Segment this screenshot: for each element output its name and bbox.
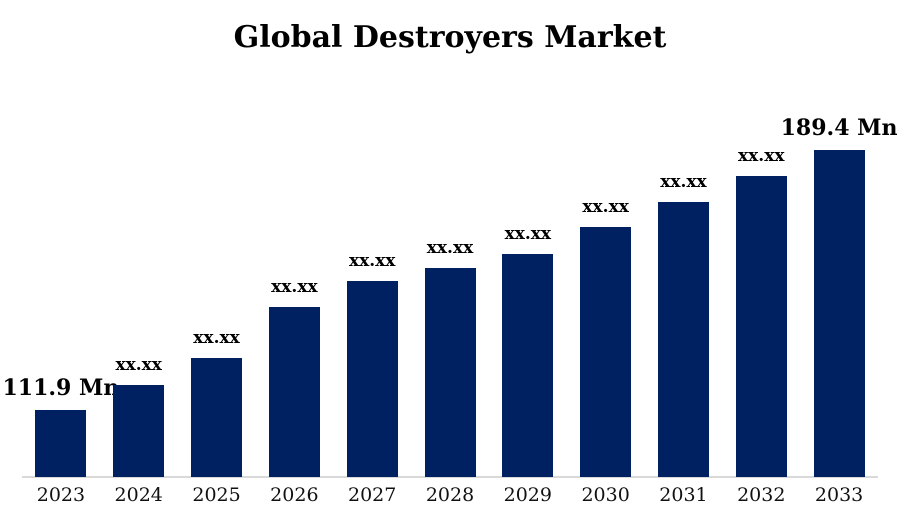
bar-value-label-2032: xx.xx xyxy=(738,146,785,167)
bar-value-label-2023: 111.9 Mn xyxy=(2,374,120,401)
bar-value-label-2024: xx.xx xyxy=(115,354,162,375)
x-axis-label-2027: 2027 xyxy=(347,484,397,506)
x-axis-label-2031: 2031 xyxy=(659,484,708,506)
x-axis-label-2024: 2024 xyxy=(114,484,163,506)
bar-2023 xyxy=(35,409,87,477)
bar-2031 xyxy=(657,202,709,477)
bar-2029 xyxy=(502,253,554,477)
x-axis-label-2028: 2028 xyxy=(425,484,475,506)
x-axis: 2023 2024 2025 2026 2027 2028 2029 2030 2031 2032… xyxy=(22,486,878,516)
x-axis-label-2023: 2023 xyxy=(36,484,86,506)
bar-value-label-2026: xx.xx xyxy=(271,276,318,297)
chart-title: Global Destroyers Market xyxy=(233,20,667,55)
bar-2028 xyxy=(424,268,476,477)
bar-value-label-2031: xx.xx xyxy=(660,172,707,193)
bar-2024 xyxy=(113,384,165,477)
bar-value-label-2033: 189.4 Mn xyxy=(780,115,898,141)
x-axis-label-2029: 2029 xyxy=(503,484,552,506)
x-axis-line xyxy=(22,476,878,478)
x-axis-label-2025: 2025 xyxy=(192,484,241,506)
bar-2027 xyxy=(346,281,398,477)
bar-value-label-2025: xx.xx xyxy=(193,327,240,348)
plot-area: 111.9 Mn xx.xx xx.xx xx.xx xx.xx xx.xx xx.xx xx… xyxy=(2,0,898,478)
bar-value-label-2030: xx.xx xyxy=(582,197,629,218)
bar-value-label-2027: xx.xx xyxy=(348,251,396,272)
bar-2030 xyxy=(580,227,632,477)
x-axis-label-2026: 2026 xyxy=(270,484,319,506)
x-axis-label-2033: 2033 xyxy=(814,484,864,506)
bar-2026 xyxy=(268,306,320,477)
bar-value-label-2029: xx.xx xyxy=(504,223,552,244)
bar-2025 xyxy=(191,357,243,477)
bar-value-label-2028: xx.xx xyxy=(426,238,474,259)
bar-2032 xyxy=(735,176,787,477)
bar-2033 xyxy=(813,150,865,477)
x-axis-label-2032: 2032 xyxy=(737,484,786,506)
x-axis-label-2030: 2030 xyxy=(581,484,630,506)
